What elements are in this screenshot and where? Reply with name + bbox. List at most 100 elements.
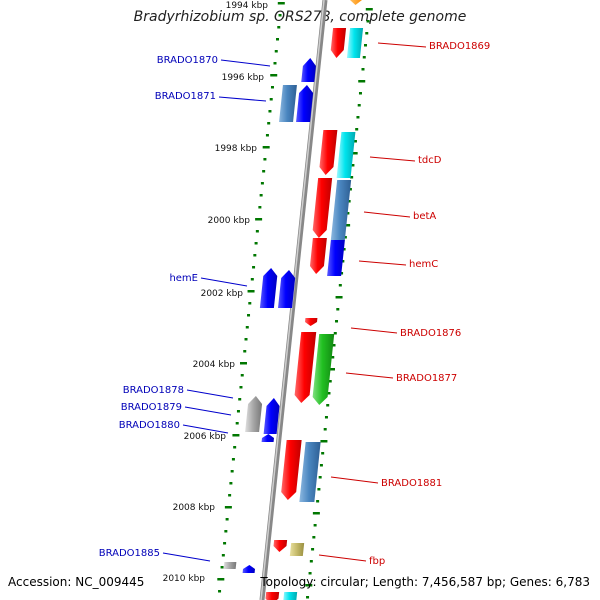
kbp-label: 2000 kbp [208,216,251,226]
tick-dot [358,80,366,83]
gene-hemc-a [309,238,327,274]
tick-dot [326,404,330,407]
kbp-label: 1996 kbp [222,73,265,83]
gene-heme [259,268,278,308]
tick-dot [336,308,340,311]
tick-dot [361,68,365,71]
tick-dot [321,452,325,455]
gene-label-brado1869[interactable]: BRADO1869 [429,41,490,52]
leader-brado1869 [377,42,427,48]
leader-brado1881 [330,476,379,484]
leader-brado1876 [350,327,398,334]
page-title: Bradyrhizobium sp. ORS278, complete geno… [133,9,467,25]
tick-dot [231,458,235,461]
leader-beta [363,211,411,218]
tick-dot [353,140,357,143]
gene-label-brado1880[interactable]: BRADO1880 [119,420,180,431]
gene-brado1885 [242,565,255,573]
gene-brado1871b [296,85,314,122]
tick-dot [362,56,366,59]
kbp-label: 2008 kbp [173,503,216,513]
tick-dot [268,110,272,113]
gene-label-brado1881[interactable]: BRADO1881 [381,478,442,489]
tick-dot [333,332,337,335]
gene-label-hemc[interactable]: hemC [409,259,438,270]
tick-dot [233,446,237,449]
gene-label-brado1877[interactable]: BRADO1877 [396,373,457,384]
gene-brado1881a [281,440,302,500]
tick-dot [327,368,335,371]
gene-heme-b [278,270,296,308]
gene-label-brado1870[interactable]: BRADO1870 [157,55,218,66]
tick-dot [221,554,225,557]
tick-dot [324,416,328,419]
tick-dot [332,344,336,347]
leader-brado1885 [162,552,211,562]
tick-dot [245,326,249,329]
gene-beta [312,178,333,238]
gene-label-heme[interactable]: hemE [169,273,198,284]
tick-dot [338,284,342,287]
tick-dot [267,122,271,125]
tick-dot [309,560,313,563]
tick-dot [364,44,368,47]
tick-dot [335,296,343,299]
tick-dot [312,512,320,515]
gene-partial-bottom [265,592,280,600]
tick-dot [238,398,242,401]
tick-dot [277,2,285,5]
gene-label-fbp[interactable]: fbp [369,556,385,567]
gene-label-beta[interactable]: betA [413,211,436,222]
tick-dot [317,488,321,491]
tick-dot [224,506,232,509]
gene-label-brado1871[interactable]: BRADO1871 [155,91,216,102]
tick-dot [240,374,244,377]
tick-dot [255,230,259,233]
gene-tdcd [319,130,338,175]
tick-dot [217,578,225,581]
gene-hemc [327,240,345,276]
gene-features [223,0,364,600]
tick-dot [318,476,322,479]
tick-dot [270,74,278,77]
gene-label-brado1885[interactable]: BRADO1885 [99,548,160,559]
tick-dot [278,14,282,17]
tick-dot [254,242,258,245]
tick-dot [269,98,273,101]
tick-dot [232,434,240,437]
tick-dot [311,548,315,551]
tick-dot [273,62,277,65]
kbp-label: 1998 kbp [215,144,258,154]
gene-brado1879 [263,398,280,434]
leader-hemc [358,260,407,266]
tick-dot [265,134,269,137]
tick-dot [248,302,252,305]
tick-dot [274,50,278,53]
leader-brado1880 [182,424,229,434]
genome-backbone [259,0,328,600]
tick-dot [258,206,262,209]
tick-dot [236,410,240,413]
tick-dot [351,164,355,167]
tick-dot [320,440,328,443]
gene-label-brado1879[interactable]: BRADO1879 [121,402,182,413]
gene-beta-b [330,180,352,240]
tick-dot [343,224,351,227]
tick-dot [262,170,266,173]
gene-label-brado1876[interactable]: BRADO1876 [400,328,461,339]
genome-summary-text: Topology: circular; Length: 7,456,587 bp… [260,575,590,589]
gene-brado1878 [245,396,263,432]
kbp-label: 2004 kbp [193,360,236,370]
leader-brado1879 [184,406,232,416]
tick-dot [343,236,347,239]
gene-brado1870 [301,58,316,82]
tick-dot [243,350,247,353]
gene-label-brado1878[interactable]: BRADO1878 [123,385,184,396]
tick-dot [247,314,251,317]
kbp-label: 2002 kbp [201,289,244,299]
tick-dot [224,530,228,533]
gene-label-tdcd[interactable]: tdcD [418,155,442,166]
tick-dot [341,260,345,263]
tick-dots [217,2,373,599]
